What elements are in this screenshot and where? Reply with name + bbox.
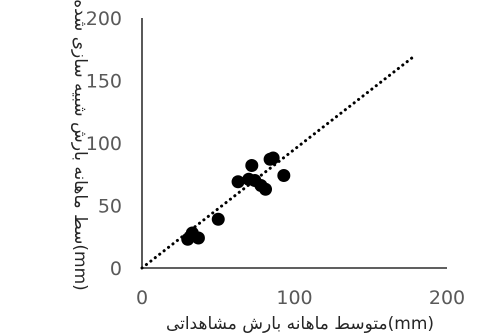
data-point [211,212,225,226]
y-tick-label: 0 [110,258,122,280]
x-tick-label: 0 [136,287,148,309]
data-point [259,182,273,196]
y-tick-label: 200 [86,8,122,30]
y-axis-label: سط ماهانه بارش شبیه سازی شده(mm) [70,0,90,291]
data-point [277,169,291,182]
x-tick-label: 200 [429,287,465,309]
y-tick-label: 50 [98,196,122,218]
data-point [266,151,280,165]
axes [141,18,447,269]
data-points [181,151,291,246]
y-tick-labels: 0 50 100 150 200 [86,8,122,280]
x-tick-labels: 0 100 200 [136,287,465,309]
data-point [231,175,245,189]
x-tick-label: 100 [276,287,312,309]
data-point [191,231,205,245]
y-tick-label: 100 [86,133,122,155]
data-point [245,159,259,172]
x-axis-label: متوسط ماهانه بارش مشاهداتی(mm) [166,314,434,334]
y-tick-label: 150 [86,71,122,93]
